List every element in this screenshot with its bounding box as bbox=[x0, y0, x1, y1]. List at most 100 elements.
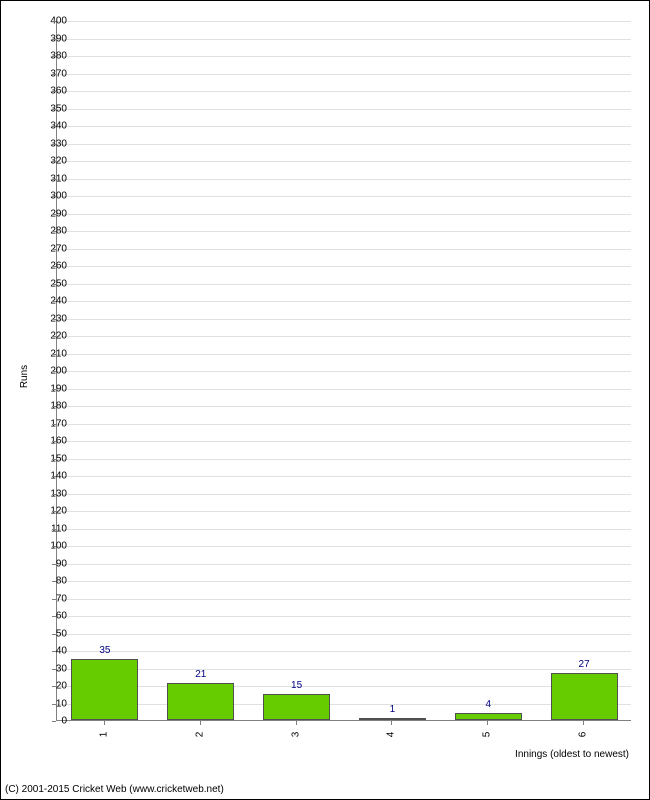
bar bbox=[71, 659, 138, 720]
y-tick-mark bbox=[52, 721, 56, 722]
gridline bbox=[57, 371, 631, 372]
y-tick-label: 130 bbox=[27, 488, 67, 499]
y-tick-mark bbox=[52, 144, 56, 145]
y-tick-label: 370 bbox=[27, 68, 67, 79]
gridline bbox=[57, 406, 631, 407]
y-tick-label: 360 bbox=[27, 86, 67, 97]
y-tick-label: 10 bbox=[27, 698, 67, 709]
y-tick-mark bbox=[52, 301, 56, 302]
y-tick-label: 240 bbox=[27, 296, 67, 307]
y-tick-label: 40 bbox=[27, 646, 67, 657]
y-tick-mark bbox=[52, 704, 56, 705]
copyright-text: (C) 2001-2015 Cricket Web (www.cricketwe… bbox=[5, 784, 224, 795]
gridline bbox=[57, 599, 631, 600]
gridline bbox=[57, 336, 631, 337]
y-tick-label: 60 bbox=[27, 611, 67, 622]
y-tick-label: 220 bbox=[27, 331, 67, 342]
gridline bbox=[57, 21, 631, 22]
y-tick-label: 330 bbox=[27, 138, 67, 149]
y-tick-label: 70 bbox=[27, 593, 67, 604]
gridline bbox=[57, 389, 631, 390]
y-tick-label: 50 bbox=[27, 628, 67, 639]
gridline bbox=[57, 126, 631, 127]
y-tick-label: 310 bbox=[27, 173, 67, 184]
y-tick-label: 210 bbox=[27, 348, 67, 359]
y-tick-label: 160 bbox=[27, 436, 67, 447]
y-tick-label: 400 bbox=[27, 16, 67, 27]
gridline bbox=[57, 109, 631, 110]
y-tick-mark bbox=[52, 39, 56, 40]
x-axis-title: Innings (oldest to newest) bbox=[515, 749, 629, 760]
bar-value-label: 21 bbox=[195, 669, 206, 680]
y-tick-label: 90 bbox=[27, 558, 67, 569]
y-tick-mark bbox=[52, 354, 56, 355]
y-tick-mark bbox=[52, 161, 56, 162]
y-tick-label: 290 bbox=[27, 208, 67, 219]
y-tick-mark bbox=[52, 179, 56, 180]
y-tick-mark bbox=[52, 546, 56, 547]
y-tick-label: 110 bbox=[27, 523, 67, 534]
x-tick-label: 3 bbox=[290, 732, 301, 738]
y-tick-label: 350 bbox=[27, 103, 67, 114]
y-tick-label: 100 bbox=[27, 541, 67, 552]
y-tick-mark bbox=[52, 389, 56, 390]
gridline bbox=[57, 284, 631, 285]
x-tick-mark bbox=[487, 721, 488, 725]
gridline bbox=[57, 581, 631, 582]
y-tick-mark bbox=[52, 651, 56, 652]
gridline bbox=[57, 161, 631, 162]
gridline bbox=[57, 441, 631, 442]
x-tick-mark bbox=[583, 721, 584, 725]
y-tick-mark bbox=[52, 266, 56, 267]
gridline bbox=[57, 196, 631, 197]
bar bbox=[455, 713, 522, 720]
bar bbox=[359, 718, 426, 720]
y-tick-mark bbox=[52, 74, 56, 75]
x-tick-mark bbox=[391, 721, 392, 725]
gridline bbox=[57, 704, 631, 705]
x-tick-mark bbox=[200, 721, 201, 725]
y-tick-mark bbox=[52, 494, 56, 495]
x-tick-mark bbox=[104, 721, 105, 725]
y-tick-label: 0 bbox=[27, 716, 67, 727]
gridline bbox=[57, 546, 631, 547]
bar bbox=[263, 694, 330, 720]
y-tick-label: 170 bbox=[27, 418, 67, 429]
y-tick-label: 300 bbox=[27, 191, 67, 202]
y-tick-label: 340 bbox=[27, 121, 67, 132]
gridline bbox=[57, 56, 631, 57]
gridline bbox=[57, 354, 631, 355]
bar bbox=[167, 683, 234, 720]
y-tick-label: 280 bbox=[27, 226, 67, 237]
bar-value-label: 27 bbox=[579, 659, 590, 670]
gridline bbox=[57, 266, 631, 267]
y-tick-mark bbox=[52, 581, 56, 582]
bar-value-label: 4 bbox=[485, 699, 491, 710]
gridline bbox=[57, 669, 631, 670]
y-tick-mark bbox=[52, 511, 56, 512]
y-tick-label: 120 bbox=[27, 506, 67, 517]
y-tick-label: 30 bbox=[27, 663, 67, 674]
y-tick-label: 390 bbox=[27, 33, 67, 44]
gridline bbox=[57, 511, 631, 512]
y-tick-label: 190 bbox=[27, 383, 67, 394]
y-tick-label: 260 bbox=[27, 261, 67, 272]
gridline bbox=[57, 319, 631, 320]
y-tick-mark bbox=[52, 476, 56, 477]
y-tick-mark bbox=[52, 564, 56, 565]
x-tick-label: 5 bbox=[482, 732, 493, 738]
gridline bbox=[57, 424, 631, 425]
y-tick-mark bbox=[52, 126, 56, 127]
y-tick-label: 150 bbox=[27, 453, 67, 464]
y-tick-mark bbox=[52, 284, 56, 285]
gridline bbox=[57, 634, 631, 635]
y-tick-mark bbox=[52, 91, 56, 92]
y-tick-mark bbox=[52, 441, 56, 442]
gridline bbox=[57, 459, 631, 460]
y-tick-label: 20 bbox=[27, 681, 67, 692]
y-tick-mark bbox=[52, 529, 56, 530]
y-tick-mark bbox=[52, 424, 56, 425]
y-tick-mark bbox=[52, 196, 56, 197]
gridline bbox=[57, 686, 631, 687]
y-tick-mark bbox=[52, 669, 56, 670]
